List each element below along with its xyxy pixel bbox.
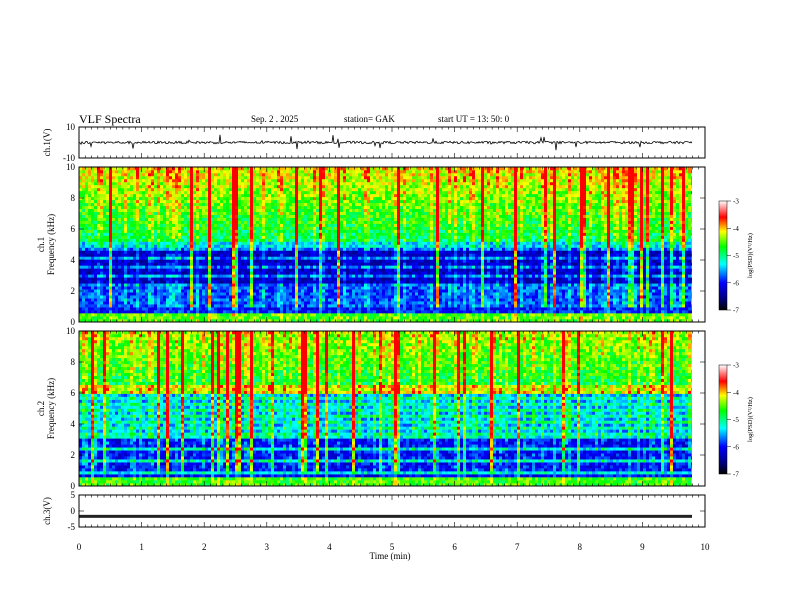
colorbar-label: log(PSD)(V²/Hz) [747,233,754,278]
colorbar-tick-label: -3 [733,198,739,206]
colorbar-tick-label: -4 [733,389,739,397]
ch1-spectrogram-ylabel: ch.1 [36,237,46,252]
ch1-waveform-line [79,135,692,150]
colorbar-tick-label: -5 [733,252,739,260]
colorbar-1 [719,201,731,310]
ch2-spectrogram-ytick-label: 4 [71,419,76,429]
ch1-spectrogram-ytick-label: 6 [71,224,76,234]
ch1-spectrogram-image [79,167,705,322]
colorbar-tick-label: -7 [733,307,739,315]
ch1-spectrogram-ytick-label: 10 [66,162,76,172]
ch3-waveform-ytick-label: 5 [71,490,76,500]
xtick-label: 3 [265,542,270,552]
colorbar-label: log(PSD)(V²/Hz) [747,397,754,442]
xtick-label: 4 [327,542,332,552]
colorbar-tick-label: -3 [733,362,739,370]
xtick-label: 7 [515,542,520,552]
xtick-label: 6 [452,542,457,552]
ch2-spectrogram-ylabel: Frequency (kHz) [46,378,56,439]
colorbar-gradient [719,201,727,310]
xtick-label: 1 [139,542,144,552]
colorbar-tick-label: -7 [733,471,739,479]
ch2-spectrogram-ytick-label: 10 [66,326,76,336]
ch2-spectrogram-ytick-label: 6 [71,388,76,398]
ch2-spectrogram-ylabel: ch.2 [36,401,46,416]
ch1-spectrogram-ytick-label: 8 [71,193,76,203]
ch3-waveform-ylabel: ch.3(V) [42,497,52,525]
ch2-spectrogram-ytick-label: 8 [71,357,76,367]
ch1-waveform-ytick-label: 10 [66,122,76,132]
colorbar-gradient [719,365,727,474]
ch3-waveform-ytick-label: -5 [68,522,76,532]
xtick-label: 2 [202,542,207,552]
xtick-label: 8 [578,542,583,552]
ch3-waveform-ytick-label: 0 [71,506,76,516]
xtick-label: 10 [701,542,711,552]
ch1-waveform-ylabel: ch.1(V) [42,129,52,157]
x-axis-label: Time (min) [370,551,411,561]
colorbar-2 [719,365,731,474]
ch2-spectrogram-image [79,331,705,486]
colorbar-tick-label: -5 [733,416,739,424]
xtick-label: 0 [77,542,82,552]
ch1-spectrogram-ytick-label: 4 [71,255,76,265]
colorbar-tick-label: -6 [733,443,739,451]
xtick-label: 9 [640,542,645,552]
ch3-waveform-line [79,515,692,518]
colorbar-tick-label: -4 [733,225,739,233]
colorbar-tick-label: -6 [733,279,739,287]
ch1-spectrogram-ylabel: Frequency (kHz) [46,214,56,275]
ch2-spectrogram-ytick-label: 2 [71,450,76,460]
ch1-spectrogram-ytick-label: 2 [71,286,76,296]
